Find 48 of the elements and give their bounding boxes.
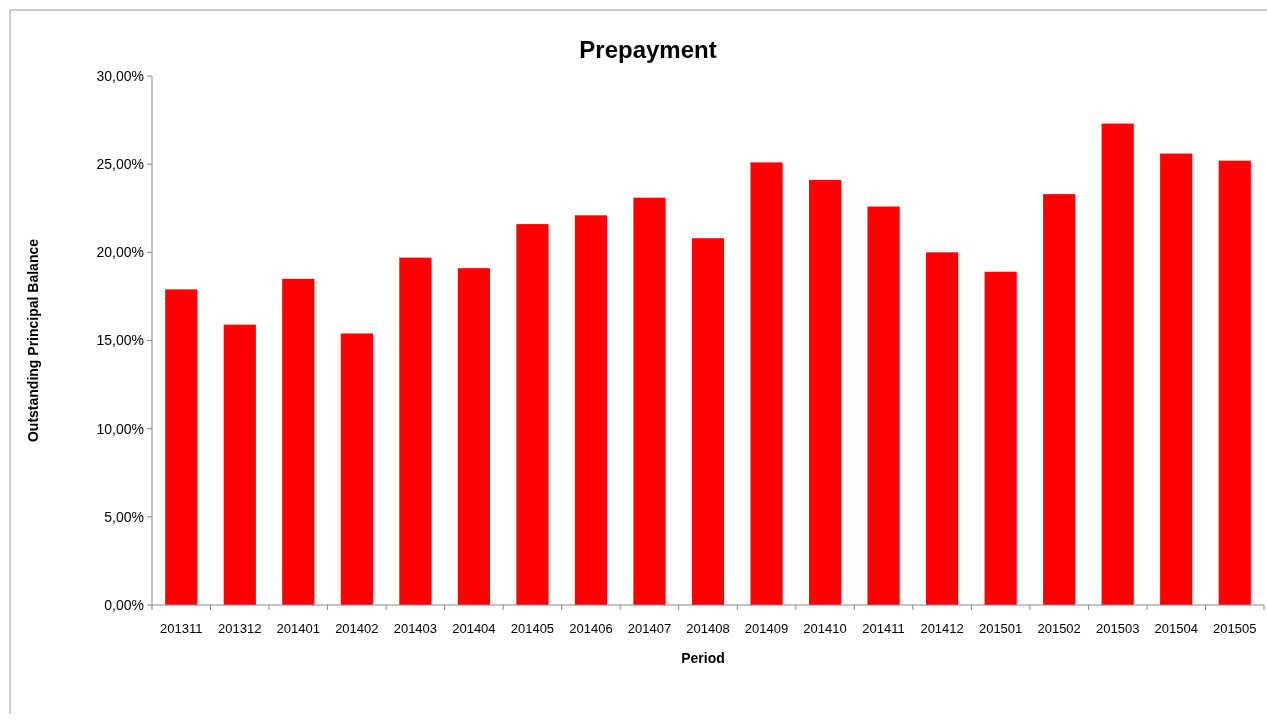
x-axis-title: Period — [681, 650, 725, 666]
y-axis-title: Outstanding Principal Balance — [25, 238, 41, 443]
x-tick-label: 201404 — [452, 621, 496, 636]
bar — [926, 252, 959, 605]
bar — [1160, 153, 1193, 605]
x-tick-label: 201312 — [218, 621, 262, 636]
y-tick-label: 15,00% — [96, 332, 144, 349]
x-tick-label: 201407 — [627, 621, 672, 636]
chart-title: Prepayment — [579, 36, 717, 63]
x-tick-label: 201401 — [276, 621, 321, 636]
x-tick-label: 201501 — [978, 621, 1023, 636]
bar — [282, 278, 315, 605]
x-tick-label: 201402 — [335, 621, 379, 636]
x-tick-label: 201412 — [920, 621, 964, 636]
x-tick-label: 201409 — [744, 621, 789, 636]
x-tick-label: 201505 — [1213, 621, 1257, 636]
bar — [691, 238, 725, 605]
bar — [808, 180, 842, 605]
bar — [1218, 160, 1251, 605]
x-tick-label: 201503 — [1095, 621, 1140, 636]
bar — [165, 289, 198, 605]
bar — [399, 257, 432, 605]
x-tick-label: 201405 — [510, 621, 555, 636]
y-tick-label: 5,00% — [104, 508, 144, 525]
x-tick-label: 201504 — [1154, 621, 1198, 636]
x-tick-label: 201406 — [569, 621, 613, 636]
y-tick-label: 25,00% — [96, 156, 144, 173]
bar — [1043, 194, 1076, 605]
bar — [574, 215, 608, 605]
y-tick-label: 0,00% — [104, 596, 144, 613]
bar — [750, 162, 783, 605]
bar — [457, 268, 490, 605]
bar — [633, 197, 666, 605]
x-tick-label: 201502 — [1037, 621, 1081, 636]
x-tick-label: 201403 — [393, 621, 438, 636]
y-tick-label: 10,00% — [96, 420, 144, 437]
x-tick-label: 201408 — [686, 621, 730, 636]
bar — [223, 324, 256, 605]
bar — [867, 206, 900, 605]
x-tick-label: 201410 — [803, 621, 847, 636]
bar — [340, 333, 373, 605]
x-tick-label: 201411 — [862, 621, 905, 636]
y-tick-label: 20,00% — [96, 244, 144, 261]
y-tick-label: 30,00% — [96, 67, 144, 84]
bar — [516, 224, 549, 605]
bar — [984, 271, 1017, 605]
bar — [1101, 123, 1134, 605]
x-tick-label: 201311 — [160, 621, 203, 636]
